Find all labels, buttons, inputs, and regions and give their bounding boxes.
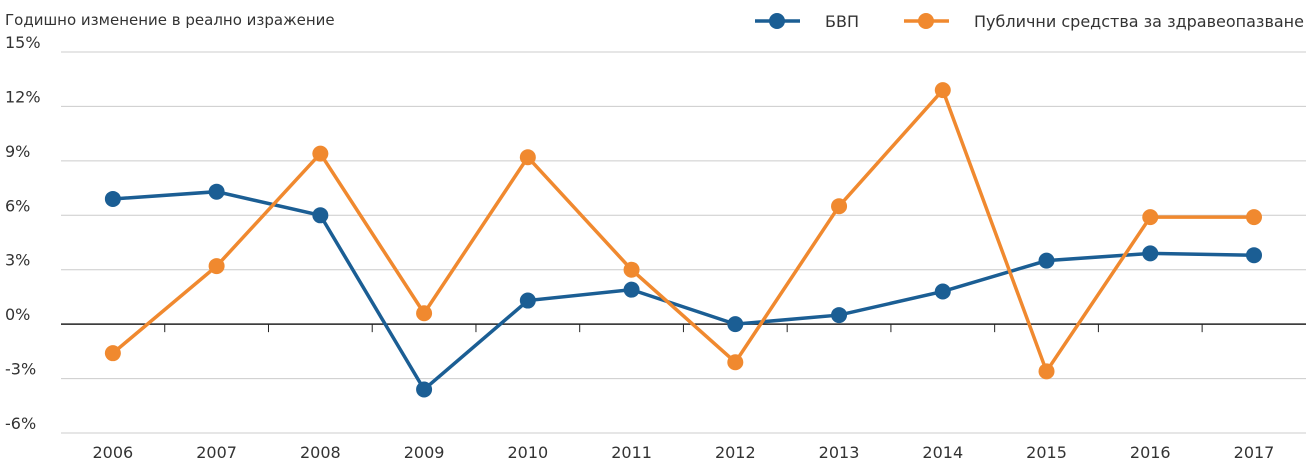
point [623,261,640,278]
legend-marker [917,13,934,29]
point [208,183,225,200]
x-tick-label: 2008 [300,443,341,461]
point [416,305,433,322]
legend-label: Публични средства за здравеопазване [974,12,1304,31]
point [104,190,121,207]
point [416,381,433,398]
y-tick-label: 0% [5,305,30,324]
x-tick-label: 2017 [1234,443,1275,461]
point [831,198,848,215]
point [727,354,744,371]
x-tick-label: 2007 [196,443,237,461]
y-tick-label: 12% [5,87,41,106]
x-tick-label: 2013 [819,443,860,461]
y-tick-label: 9% [5,142,30,161]
point [519,149,536,166]
x-tick-label: 2012 [715,443,756,461]
y-tick-label: 15% [5,33,41,52]
point [208,258,225,275]
point [727,316,744,333]
point [104,345,121,362]
series-line [111,86,1254,376]
point [1246,209,1262,226]
x-tick-label: 2011 [611,443,652,461]
x-tick-label: 2006 [93,443,134,461]
x-tick-label: 2015 [1026,443,1067,461]
legend-marker [769,13,785,29]
x-tick-label: 2014 [922,443,963,461]
series-line [112,189,1255,393]
x-tick-label: 2016 [1130,443,1171,461]
x-tick-label: 2010 [507,443,548,461]
y-tick-label: -6% [5,414,36,433]
point [1038,363,1055,380]
point [934,82,951,99]
point [312,145,329,162]
point [831,307,848,324]
point [1142,209,1159,226]
point [934,283,951,300]
point [312,207,329,224]
point [519,292,536,309]
point [623,281,640,298]
x-tick-label: 2009 [404,443,445,461]
legend-label: БВП [825,12,859,31]
y-tick-label: 6% [5,196,30,215]
y-axis-label: Годишно изменение в реално изражение [5,11,335,29]
point [1142,245,1159,262]
y-tick-label: -3% [5,360,36,379]
point [1038,252,1055,269]
y-tick-label: 3% [5,251,30,270]
point [1246,247,1262,264]
